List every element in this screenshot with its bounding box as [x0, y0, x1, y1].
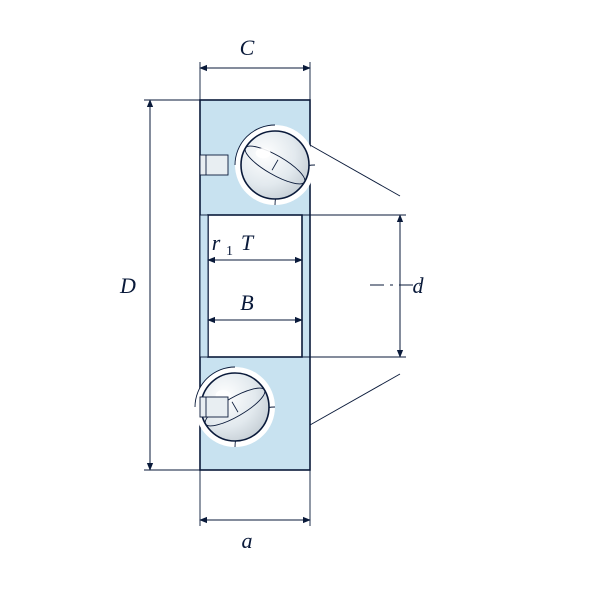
- label-d: d: [413, 273, 425, 298]
- contact-line-top: [310, 145, 400, 196]
- label-a: a: [242, 528, 253, 553]
- lug-bottom: [200, 397, 228, 417]
- label-D: D: [119, 273, 136, 298]
- label-B: B: [240, 290, 253, 315]
- ball-top: [235, 125, 315, 205]
- label-T: T: [241, 230, 255, 255]
- label-r1-sub: 1: [226, 244, 233, 259]
- contact-line-bottom: [310, 374, 400, 425]
- inner-bore-section: [208, 215, 302, 357]
- lug-top: [200, 155, 228, 175]
- r1-notch: [200, 215, 208, 357]
- bearing-cross-section-diagram: Dd Ca T Br1: [0, 0, 600, 600]
- label-C: C: [240, 35, 255, 60]
- label-r1: r: [212, 230, 221, 255]
